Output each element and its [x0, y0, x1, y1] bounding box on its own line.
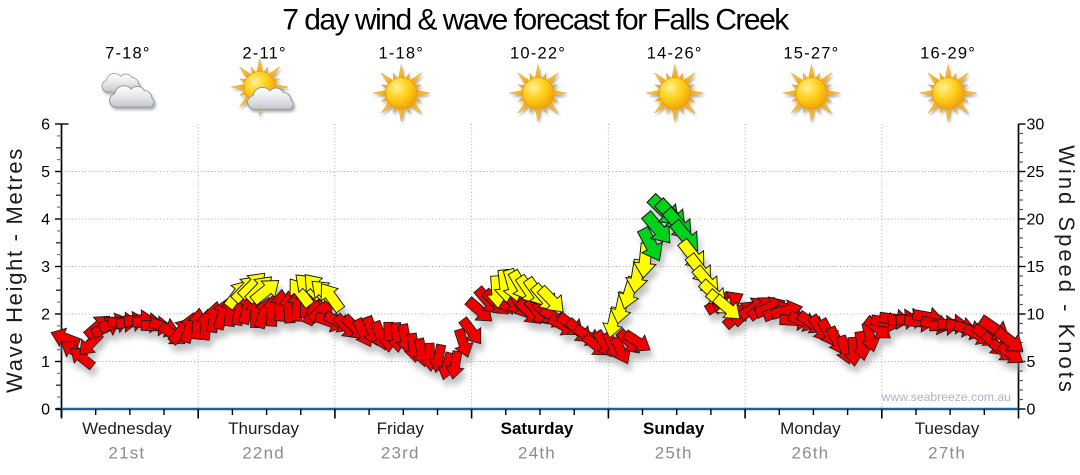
- svg-text:10: 10: [1027, 307, 1045, 324]
- svg-text:30: 30: [1027, 117, 1045, 134]
- svg-text:5: 5: [41, 164, 50, 181]
- svg-text:7 day wind & wave forecast for: 7 day wind & wave forecast for Falls Cre…: [282, 4, 790, 37]
- svg-text:14-26°: 14-26°: [647, 45, 703, 63]
- svg-text:Thursday: Thursday: [228, 419, 299, 438]
- svg-text:23rd: 23rd: [381, 444, 420, 463]
- svg-text:22nd: 22nd: [242, 444, 285, 463]
- svg-text:2: 2: [41, 307, 50, 324]
- svg-text:3: 3: [41, 259, 50, 276]
- svg-text:Friday: Friday: [377, 419, 425, 438]
- svg-text:Wind Speed - Knots: Wind Speed - Knots: [1054, 145, 1079, 395]
- svg-text:10-22°: 10-22°: [510, 45, 566, 63]
- svg-text:Monday: Monday: [780, 419, 841, 438]
- svg-text:6: 6: [41, 117, 50, 134]
- svg-text:1-18°: 1-18°: [378, 45, 424, 63]
- svg-text:Wednesday: Wednesday: [82, 419, 172, 438]
- svg-text:Wave Height - Metres: Wave Height - Metres: [2, 147, 27, 393]
- svg-text:2-11°: 2-11°: [242, 45, 286, 63]
- svg-text:26th: 26th: [791, 444, 829, 463]
- svg-text:7-18°: 7-18°: [105, 45, 151, 63]
- svg-text:16-29°: 16-29°: [920, 45, 976, 63]
- svg-text:www.seabreeze.com.au: www.seabreeze.com.au: [881, 390, 1011, 404]
- svg-text:27th: 27th: [928, 444, 966, 463]
- svg-text:15: 15: [1027, 259, 1045, 276]
- svg-text:Tuesday: Tuesday: [915, 419, 980, 438]
- svg-text:5: 5: [1027, 354, 1036, 371]
- svg-text:21st: 21st: [108, 444, 145, 463]
- svg-text:20: 20: [1027, 212, 1045, 229]
- svg-text:24th: 24th: [518, 444, 556, 463]
- svg-text:0: 0: [41, 402, 50, 419]
- svg-text:4: 4: [41, 212, 50, 229]
- svg-text:1: 1: [41, 354, 50, 371]
- svg-text:0: 0: [1027, 402, 1036, 419]
- svg-text:15-27°: 15-27°: [783, 45, 839, 63]
- svg-text:Saturday: Saturday: [501, 419, 574, 438]
- svg-text:25th: 25th: [655, 444, 693, 463]
- svg-text:Sunday: Sunday: [643, 419, 705, 438]
- svg-text:25: 25: [1027, 164, 1045, 181]
